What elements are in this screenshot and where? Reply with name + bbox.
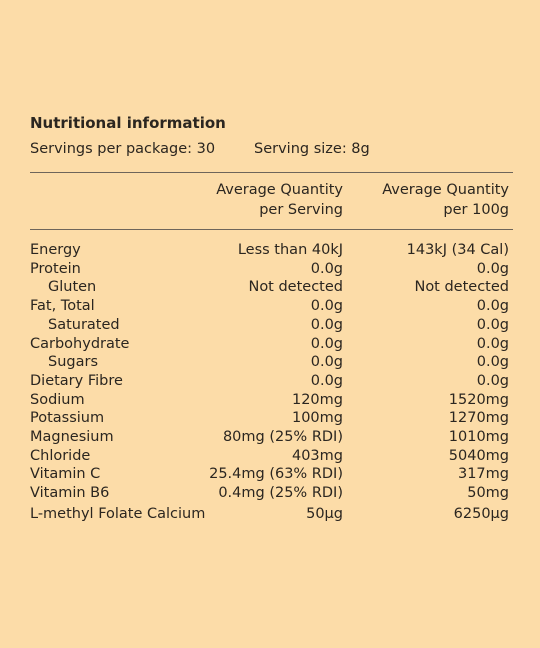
cell: 403mg	[291, 447, 343, 464]
cell: 0.0g	[310, 354, 343, 371]
row-label: Chloride	[30, 447, 91, 464]
row-label: Vitamin C	[30, 466, 101, 483]
row-label: Vitamin B6	[30, 485, 110, 502]
column-header: per Serving	[259, 202, 343, 218]
cell: 6250µg	[453, 505, 509, 522]
cell: Not detected	[414, 279, 509, 296]
row-label: Dietary Fibre	[30, 372, 123, 389]
cell: 1270mg	[448, 410, 509, 427]
cell: Less than 40kJ	[237, 242, 343, 258]
cell: 0.0g	[310, 316, 343, 333]
cell: 0.0g	[476, 298, 509, 315]
cell: 25.4mg (63% RDI)	[209, 466, 343, 483]
cell: 5040mg	[448, 447, 509, 464]
cell: 0.4mg (25% RDI)	[218, 485, 343, 502]
row-label: L-methyl Folate Calcium	[30, 505, 206, 522]
servings: Servings per package: 30	[30, 141, 216, 157]
cell: 80mg (25% RDI)	[222, 429, 343, 445]
cell: 50µg	[306, 505, 343, 522]
cell: Not detected	[248, 279, 343, 296]
cell: 317mg	[457, 466, 509, 483]
cell: 0.0g	[476, 316, 509, 333]
row-label: Potassium	[30, 410, 105, 427]
cell: 120mg	[291, 391, 343, 408]
title: Nutritional information	[30, 114, 226, 132]
row-label: Fat, Total	[30, 298, 95, 315]
serving-size: Serving size: 8g	[254, 141, 370, 157]
row-label: Carbohydrate	[30, 335, 130, 352]
row-label: Protein	[30, 260, 81, 277]
cell: 0.0g	[310, 298, 343, 315]
row-label: Sodium	[30, 391, 85, 408]
cell: 0.0g	[476, 260, 509, 277]
column-header: per 100g	[443, 202, 509, 218]
row-label: Gluten	[48, 279, 97, 296]
row-label: Sugars	[48, 354, 98, 371]
cell: 50mg	[467, 485, 509, 502]
cell: 0.0g	[476, 354, 509, 371]
cell: 0.0g	[310, 372, 343, 389]
cell: 143kJ (34 Cal)	[406, 242, 509, 258]
row-label: Saturated	[48, 316, 120, 333]
column-header: Average Quantity	[382, 182, 509, 198]
cell: 1010mg	[448, 429, 509, 445]
divider	[30, 172, 513, 173]
cell: 0.0g	[310, 260, 343, 277]
row-label: Magnesium	[30, 429, 114, 445]
column-header: Average Quantity	[216, 182, 343, 198]
cell: 0.0g	[476, 335, 509, 352]
cell: 1520mg	[448, 391, 509, 408]
cell: 0.0g	[476, 372, 509, 389]
cell: 100mg	[291, 410, 343, 427]
row-label: Energy	[30, 242, 81, 258]
divider	[30, 229, 513, 230]
cell: 0.0g	[310, 335, 343, 352]
